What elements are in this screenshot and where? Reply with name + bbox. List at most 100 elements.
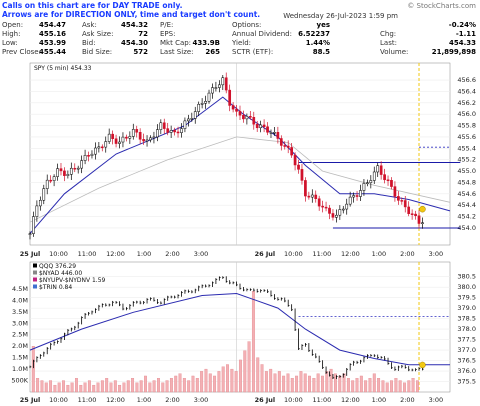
volume-bar (122, 382, 126, 393)
candle-body (207, 92, 211, 102)
candle-body (183, 120, 187, 129)
candle-body (372, 171, 376, 181)
candle-body (180, 128, 183, 133)
volume-bar (377, 378, 381, 393)
volume-bar (251, 291, 255, 393)
lower-y-tick: 378.0 (457, 325, 476, 333)
volume-bar (308, 375, 311, 393)
lower-y-tick: 379.5 (457, 294, 476, 302)
candle-body (266, 126, 269, 133)
candle-body (35, 205, 39, 217)
upper-y-tick: 456.6 (457, 76, 476, 84)
candle-body (231, 105, 235, 110)
quote-label: Last: (380, 39, 397, 47)
candle-body (321, 205, 324, 208)
volume-bar (31, 346, 35, 393)
candle-body (83, 155, 87, 161)
quote-label: Bid Size: (82, 48, 112, 56)
upper-y-tick: 456.0 (457, 110, 476, 118)
candle-body (328, 207, 331, 214)
candle-body (317, 198, 321, 207)
volume-bar (299, 371, 303, 393)
volume-bar (213, 375, 217, 393)
quote-value: 454.30 (121, 39, 148, 47)
volume-bar (161, 382, 165, 393)
candle-body (376, 165, 380, 173)
lower-y-tick: 379.0 (457, 304, 476, 312)
lower-chart: 380.5 380.0 379.5 379.0 378.5 378.0 377.5 377.0… (11, 261, 476, 393)
legend-entry: $NYUPV-$NYDNV 1.59 (39, 277, 106, 284)
quote-value: -0.24% (449, 21, 476, 29)
upper-plot-area (29, 62, 451, 246)
volume-tick: 1.0M (12, 365, 28, 373)
volume-bar (277, 371, 281, 393)
candle-body (235, 108, 238, 112)
candle-body (297, 164, 300, 170)
volume-bar (415, 380, 419, 393)
ma-slow-line (29, 136, 451, 223)
volume-bar (135, 382, 139, 393)
candle-body (118, 141, 121, 144)
quote-label: High: (2, 30, 20, 38)
x-tick: 1:00 (137, 396, 152, 404)
x-tick: 10:00 (284, 396, 303, 404)
candle-body (59, 168, 63, 172)
volume-bar (256, 357, 260, 393)
volume-bar (351, 380, 355, 393)
quote-label: Yield: (231, 39, 251, 47)
volume-bar (200, 371, 204, 393)
candle-body (142, 139, 145, 142)
candle-body (131, 129, 135, 137)
volume-bar (105, 378, 109, 393)
quote-value: 88.5 (313, 48, 330, 56)
volume-tick: 4.5M (12, 285, 28, 293)
quote-label: Last Size: (160, 48, 194, 56)
volume-bar (364, 380, 368, 393)
volume-bar (372, 373, 376, 393)
x-tick: 25 Jul (20, 396, 41, 404)
volume-bar (338, 375, 342, 393)
volume-bar (226, 364, 229, 393)
candle-body (69, 167, 73, 175)
candle-body (214, 87, 218, 89)
candle-body (238, 111, 242, 116)
quote-label: Bid: (82, 39, 96, 47)
candle-body (38, 199, 42, 207)
volume-bar (355, 378, 359, 393)
qqq-ma-line (29, 292, 450, 366)
candle-body (166, 128, 170, 133)
candle-body (104, 141, 108, 148)
candle-body (224, 77, 228, 91)
lower-y-tick: 380.0 (457, 283, 476, 291)
volume-bar (260, 364, 264, 393)
candle-body (52, 176, 56, 181)
volume-bar (157, 378, 160, 393)
candle-body (80, 160, 83, 169)
x-tick: 3:00 (429, 250, 444, 258)
candle-body (410, 213, 414, 215)
volume-bar (165, 380, 169, 393)
candle-body (421, 222, 424, 224)
candle-body (400, 200, 404, 202)
volume-bar (57, 382, 61, 393)
volume-bar (312, 378, 316, 393)
volume-axis: 4.5M 4.0M 3.5M 3.0M 2.5M 2.0M 1.5M 1.0M 500K (11, 285, 28, 385)
quote-value: 454.32 (121, 21, 148, 29)
volume-bar (36, 378, 40, 393)
quote-value: yes (317, 21, 330, 29)
x-tick: 1:00 (372, 396, 387, 404)
volume-bar (282, 375, 286, 393)
volume-bar (290, 378, 294, 393)
upper-y-tick: 454.4 (457, 201, 476, 209)
quote-label: Mkt Cap: (160, 39, 191, 47)
quote-value: 572 (133, 48, 148, 56)
candle-body (300, 169, 304, 181)
candle-body (314, 194, 318, 199)
volume-bar (118, 384, 122, 393)
volume-tick: 3.5M (12, 308, 28, 316)
volume-bar (381, 380, 385, 393)
volume-bar (96, 382, 100, 393)
candle-body (355, 195, 359, 197)
last-price-marker (419, 205, 426, 213)
quote-value: 1.44% (306, 39, 330, 47)
